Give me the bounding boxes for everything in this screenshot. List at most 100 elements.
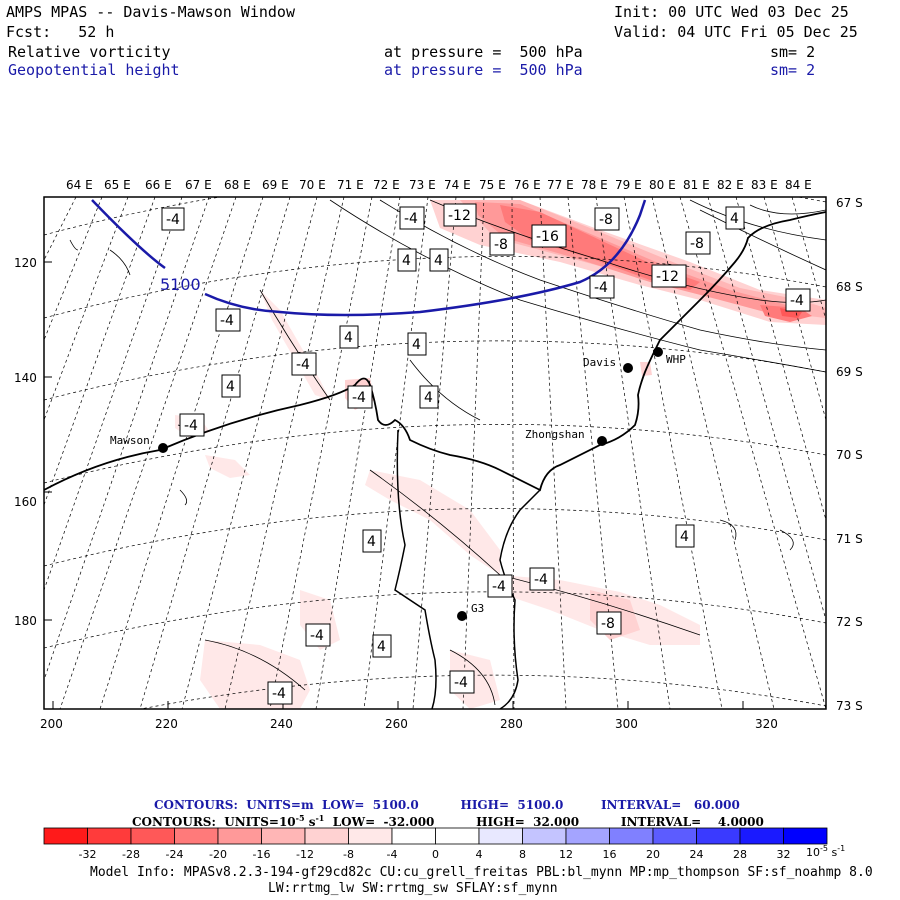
vort-label: -8 — [489, 232, 515, 256]
svg-text:-4: -4 — [184, 418, 198, 434]
colorbar-swatch — [783, 827, 828, 845]
svg-text:-4: -4 — [534, 572, 548, 588]
field1-name: Relative vorticity — [8, 43, 171, 61]
svg-text:4: 4 — [226, 379, 235, 395]
latitude-lines — [44, 197, 826, 709]
grid-y-label: 120 — [14, 256, 37, 270]
colorbar-swatch — [87, 827, 132, 845]
vort-label: -4 — [305, 623, 331, 647]
lon-label: 74 E — [444, 178, 471, 192]
plot-title: AMPS MPAS -- Davis-Mawson Window — [6, 3, 295, 21]
lon-label: 77 E — [547, 178, 574, 192]
colorbar-tick-label: 12 — [559, 848, 573, 861]
vort-label: 4 — [675, 524, 695, 548]
station-mawson: Mawson — [110, 434, 168, 453]
vort-label: -8 — [685, 231, 711, 255]
longitude-lines — [44, 197, 826, 709]
svg-text:4: 4 — [402, 253, 411, 269]
lon-label: 82 E — [717, 178, 744, 192]
vort-label: 4 — [419, 385, 439, 409]
station-davis: Davis — [583, 356, 633, 373]
lon-label: 79 E — [615, 178, 642, 192]
vort-label: -4 — [399, 206, 425, 230]
svg-text:4: 4 — [680, 529, 689, 545]
vort-label: 4 — [362, 529, 382, 553]
svg-text:-4: -4 — [272, 686, 286, 702]
vort-label: -8 — [594, 207, 620, 231]
colorbar-swatch — [43, 827, 88, 845]
lon-label: 71 E — [337, 178, 364, 192]
svg-text:-12: -12 — [656, 269, 679, 285]
vort-label: -16 — [531, 224, 567, 248]
station-zhongshan: Zhongshan — [525, 428, 607, 446]
colorbar-tick-label: -24 — [166, 848, 184, 861]
grid-x-label: 280 — [500, 717, 523, 731]
colorbar — [43, 827, 828, 845]
svg-text:-8: -8 — [599, 212, 613, 228]
vort-label: 4 — [725, 206, 745, 230]
forecast-hour: Fcst: 52 h — [6, 23, 115, 41]
vort-label: 4 — [407, 332, 427, 356]
height-contour-label: 5100 — [160, 275, 201, 294]
lat-label: 69 S — [836, 365, 863, 379]
svg-text:-4: -4 — [790, 293, 804, 309]
svg-text:-4: -4 — [594, 280, 608, 296]
lat-label: 72 S — [836, 615, 863, 629]
colorbar-tick-label: 8 — [519, 848, 526, 861]
lon-label: 65 E — [104, 178, 131, 192]
field1-level: at pressure = 500 hPa — [384, 43, 583, 61]
lat-label: 71 S — [836, 532, 863, 546]
vort-label: 4 — [372, 634, 392, 658]
station-g3: G3 — [457, 602, 484, 621]
svg-text:-4: -4 — [310, 628, 324, 644]
svg-text:-16: -16 — [536, 229, 559, 245]
svg-text:-4: -4 — [352, 390, 366, 406]
colorbar-tick-label: 0 — [432, 848, 439, 861]
lat-label: 70 S — [836, 448, 863, 462]
lat-label: 68 S — [836, 280, 863, 294]
svg-text:-4: -4 — [166, 212, 180, 228]
lon-label: 76 E — [514, 178, 541, 192]
grid-x-label: 200 — [40, 717, 63, 731]
colorbar-tick-label: -20 — [209, 848, 227, 861]
model-info-line1: Model Info: MPASv8.2.3-194-gf29cd82c CU:… — [90, 865, 873, 880]
lon-label: 81 E — [683, 178, 710, 192]
vort-label: -12 — [651, 264, 687, 288]
vort-label: 4 — [339, 325, 359, 349]
valid-time: Valid: 04 UTC Fri 05 Dec 25 — [614, 23, 858, 41]
vort-label: -4 — [291, 352, 317, 376]
lon-label: 70 E — [299, 178, 326, 192]
colorbar-tick-label: -4 — [387, 848, 398, 861]
colorbar-tick-label: -8 — [343, 848, 354, 861]
right-latitude-labels: 67 S 68 S 69 S 70 S 71 S 72 S 73 S — [836, 196, 863, 713]
lat-label: 73 S — [836, 699, 863, 713]
vort-label: -4 — [589, 275, 615, 299]
svg-text:4: 4 — [730, 211, 739, 227]
vorticity-contours-info: CONTOURS: UNITS=10-5 s-1 LOW= -32.000 HI… — [132, 813, 764, 829]
svg-text:-4: -4 — [296, 357, 310, 373]
svg-text:4: 4 — [412, 337, 421, 353]
svg-text:-4: -4 — [404, 211, 418, 227]
colorbar-unit: 10-5 s-1 — [806, 844, 845, 859]
svg-text:4: 4 — [377, 639, 386, 655]
colorbar-tick-label: 20 — [646, 848, 660, 861]
vort-label: -4 — [161, 207, 185, 231]
grid-x-label: 240 — [270, 717, 293, 731]
svg-text:-12: -12 — [448, 208, 471, 224]
lat-label: 67 S — [836, 196, 863, 210]
svg-text:4: 4 — [344, 330, 353, 346]
stations: Mawson Davis WHP Zhongshan G3 — [110, 347, 686, 621]
colorbar-tick-label: 32 — [777, 848, 791, 861]
lon-label: 69 E — [262, 178, 289, 192]
svg-text:Mawson: Mawson — [110, 434, 150, 447]
height-contour-5100 — [91, 199, 647, 317]
svg-text:-4: -4 — [492, 579, 506, 595]
field2-level: at pressure = 500 hPa — [384, 61, 583, 79]
vort-label: 4 — [221, 374, 241, 398]
vorticity-labels: -4 -12 -8 -16 -8 -8 -12 -4 -4 4 4 -4 -4 … — [161, 203, 811, 705]
grid-y-label: 180 — [14, 614, 37, 628]
vort-label: -4 — [267, 681, 293, 705]
height-contours-info: CONTOURS: UNITS=m LOW= 5100.0 HIGH= 5100… — [154, 798, 740, 812]
colorbar-tick-label: -28 — [122, 848, 140, 861]
